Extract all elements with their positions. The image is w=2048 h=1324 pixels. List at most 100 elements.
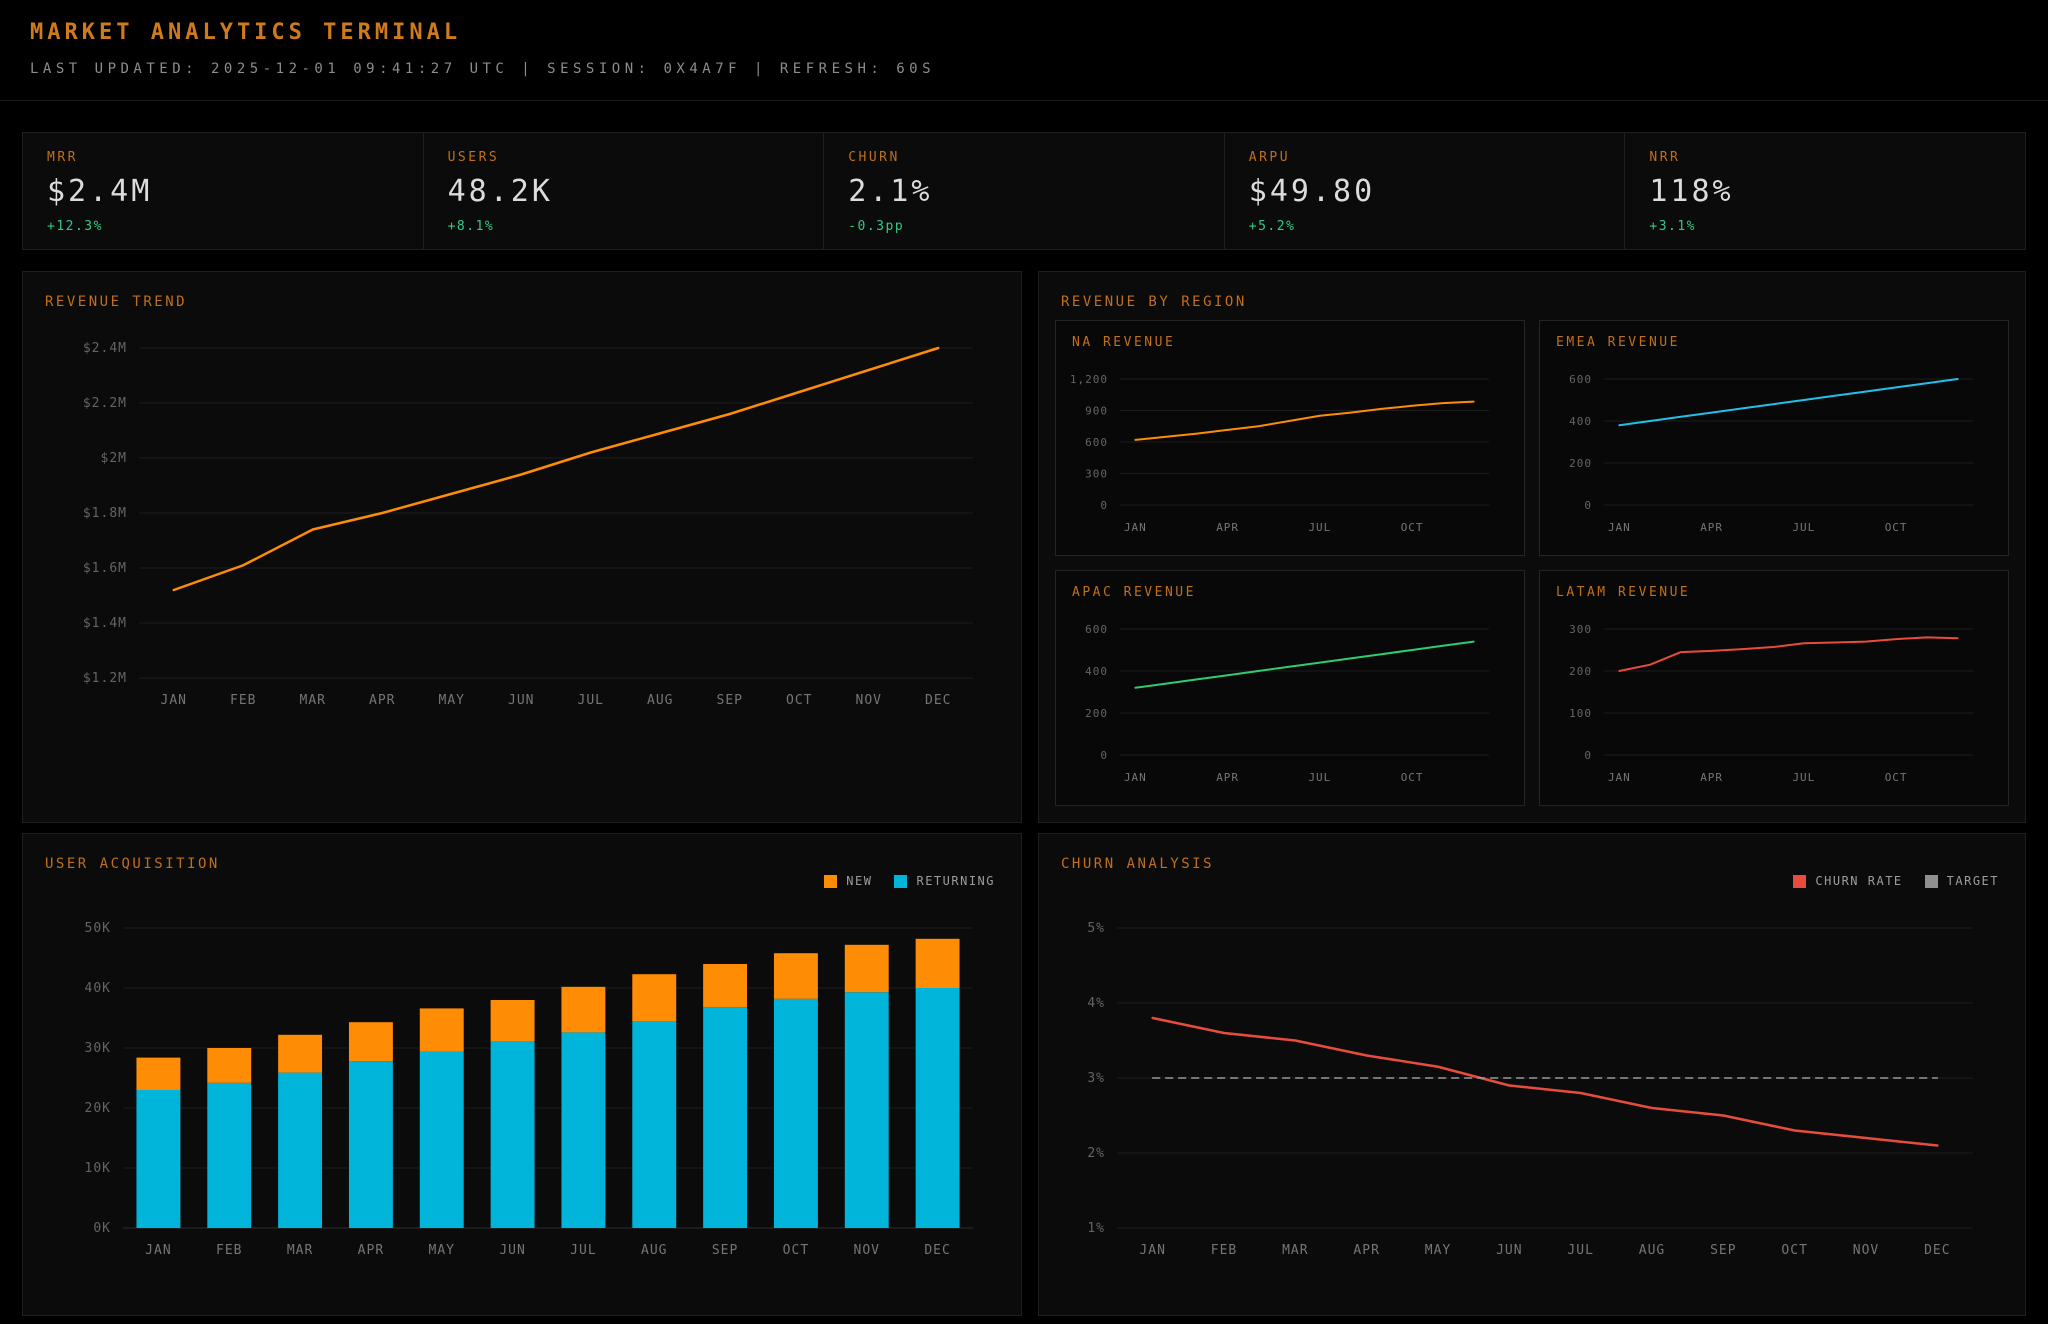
svg-text:APR: APR [1216,521,1239,534]
kpi-card-arpu: ARPU $49.80 +5.2% [1223,133,1625,249]
kpi-value: 118% [1649,174,1734,209]
header: MARKET ANALYTICS TERMINAL LAST UPDATED: … [30,20,935,77]
panel-title: REVENUE BY REGION [1061,294,1247,310]
svg-text:0: 0 [1100,749,1108,762]
churn-analysis-chart: 1% 2% 3% 4% 5% JAN FEB MAR APR MAY JUN JUL AUG SEP OCT… [1087,921,1973,1258]
user-acquisition-legend: NEW RETURNING [824,874,995,888]
svg-text:APR: APR [1216,771,1239,784]
svg-text:MAR: MAR [1282,1243,1308,1258]
kpi-row: MRR $2.4M +12.3% USERS 48.2K +8.1% CHURN… [22,132,2026,250]
svg-text:$2M: $2M [101,451,127,466]
legend-label: CHURN RATE [1815,874,1903,888]
svg-text:JUL: JUL [1308,521,1331,534]
kpi-value: $2.4M [47,174,153,209]
svg-text:NOV: NOV [856,693,882,708]
svg-text:MAY: MAY [1425,1243,1451,1258]
kpi-delta: +8.1% [447,219,495,234]
svg-text:MAR: MAR [300,693,326,708]
svg-text:$1.2M: $1.2M [83,671,127,686]
svg-text:600: 600 [1569,373,1592,386]
svg-text:$1.8M: $1.8M [83,506,127,521]
svg-text:JUL: JUL [1308,771,1331,784]
svg-text:APR: APR [358,1243,384,1258]
svg-text:JAN: JAN [145,1243,171,1258]
panel-title: CHURN ANALYSIS [1061,856,1215,872]
legend-label: RETURNING [916,874,995,888]
panel-title: REVENUE TREND [45,294,188,310]
svg-text:4%: 4% [1087,996,1105,1011]
svg-text:JUL: JUL [1792,521,1815,534]
svg-text:$1.4M: $1.4M [83,616,127,631]
kpi-value: 48.2K [447,174,553,209]
target-swatch-icon [1924,874,1938,888]
panel-revenue-by-region: REVENUE BY REGION NA REVENUE 0 300 600 900 1… [1038,271,2026,823]
svg-text:DEC: DEC [925,693,951,708]
legend-label: NEW [846,874,873,888]
svg-text:SEP: SEP [1710,1243,1736,1258]
legend-label: TARGET [1946,874,1999,888]
svg-text:OCT: OCT [786,693,812,708]
kpi-delta: +5.2% [1248,219,1296,234]
page-subtitle: LAST UPDATED: 2025-12-01 09:41:27 UTC | … [30,61,936,77]
svg-text:MAR: MAR [287,1243,313,1258]
svg-text:SEP: SEP [717,693,743,708]
svg-text:JUN: JUN [508,693,534,708]
svg-text:JUL: JUL [1567,1243,1593,1258]
svg-text:AUG: AUG [647,693,673,708]
svg-text:JAN: JAN [161,693,187,708]
header-divider [0,100,2048,101]
svg-text:JAN: JAN [1124,521,1147,534]
svg-text:$2.2M: $2.2M [83,396,127,411]
svg-text:40K: 40K [85,981,111,996]
svg-text:APR: APR [369,693,395,708]
svg-text:200: 200 [1085,707,1108,720]
emea-revenue-chart: 0 200 400 600 JAN APR JUL OCT [1569,373,1973,534]
svg-text:600: 600 [1085,436,1108,449]
page-title: MARKET ANALYTICS TERMINAL [30,20,462,45]
latam-revenue-chart: 0 100 200 300 JAN APR JUL OCT [1569,623,1973,784]
svg-text:3%: 3% [1087,1071,1105,1086]
new-swatch-icon [824,874,838,888]
kpi-delta: -0.3pp [848,219,905,234]
kpi-card-users: USERS 48.2K +8.1% [422,133,824,249]
region-grid: NA REVENUE 0 300 600 900 1,200 JAN APR JUL OCT E… [1055,320,2009,806]
svg-text:APR: APR [1700,521,1723,534]
subpanel-title: APAC REVENUE [1072,585,1196,600]
kpi-label: NRR [1649,150,1681,165]
svg-text:DEC: DEC [924,1243,950,1258]
kpi-card-mrr: MRR $2.4M +12.3% [23,133,423,249]
svg-text:JAN: JAN [1608,521,1631,534]
svg-text:400: 400 [1569,415,1592,428]
svg-text:50K: 50K [85,921,111,936]
svg-text:30K: 30K [85,1041,111,1056]
svg-text:JAN: JAN [1124,771,1147,784]
svg-text:FEB: FEB [216,1243,242,1258]
legend-item-returning: RETURNING [894,874,995,888]
kpi-card-churn: CHURN 2.1% -0.3pp [823,133,1224,249]
svg-text:100: 100 [1569,707,1592,720]
legend-item-new: NEW [824,874,872,888]
svg-text:AUG: AUG [641,1243,667,1258]
kpi-value: $49.80 [1248,174,1376,209]
returning-swatch-icon [894,874,908,888]
kpi-label: ARPU [1248,150,1291,165]
apac-revenue-chart: 0 200 400 600 JAN APR JUL OCT [1085,623,1489,784]
kpi-card-nrr: NRR 118% +3.1% [1624,133,2025,249]
kpi-label: MRR [47,150,78,165]
svg-text:20K: 20K [85,1101,111,1116]
na-revenue-chart: 0 300 600 900 1,200 JAN APR JUL OCT [1070,373,1489,534]
kpi-label: CHURN [848,150,900,165]
subpanel-title: NA REVENUE [1072,335,1176,350]
panel-title: USER ACQUISITION [45,856,220,872]
svg-text:1,200: 1,200 [1070,373,1108,386]
subpanel-apac-revenue: APAC REVENUE 0 200 400 600 JAN APR JUL OCT [1055,570,1525,806]
svg-text:MAY: MAY [429,1243,455,1258]
legend-item-churn-rate: CHURN RATE [1793,874,1902,888]
svg-text:JUL: JUL [570,1243,596,1258]
svg-text:FEB: FEB [1211,1243,1237,1258]
svg-text:APR: APR [1353,1243,1379,1258]
svg-text:OCT: OCT [1401,771,1424,784]
svg-text:5%: 5% [1087,921,1105,936]
svg-text:600: 600 [1085,623,1108,636]
